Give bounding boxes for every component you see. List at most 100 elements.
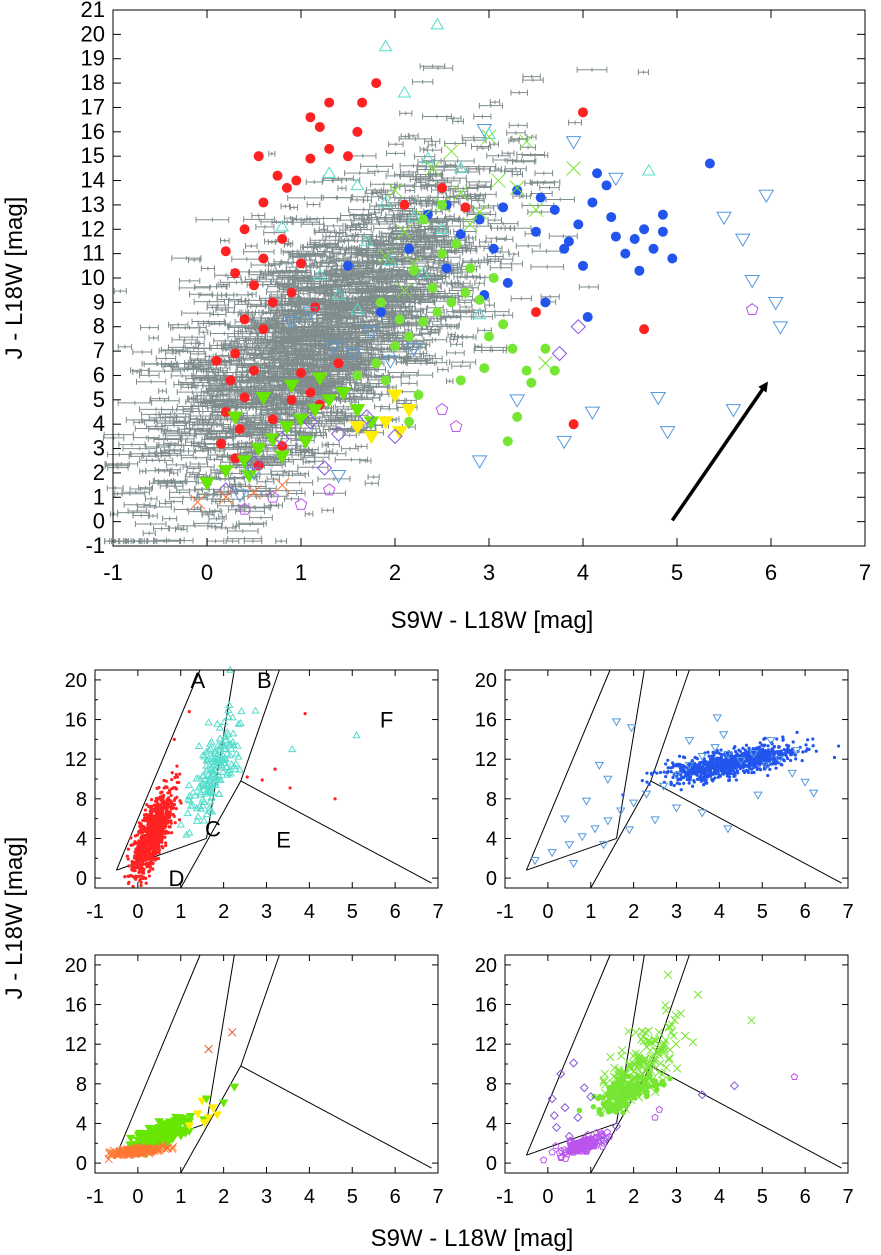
- errorbar-point: [195, 216, 230, 223]
- circle-point: [343, 260, 353, 271]
- dot-point: [774, 766, 778, 770]
- y-tick-label: 2: [93, 460, 105, 485]
- dot-point: [138, 824, 142, 828]
- dot-point: [772, 745, 777, 749]
- errorbar-point: [521, 152, 549, 159]
- dot-point: [768, 767, 772, 772]
- circle-point: [281, 182, 292, 193]
- circle-point: [657, 226, 668, 237]
- errorbar-point: [206, 538, 225, 545]
- dot-point: [147, 874, 151, 878]
- errorbar-point: [534, 170, 554, 177]
- circle-point: [502, 436, 513, 447]
- errorbar-point: [117, 343, 133, 350]
- dot-point: [146, 856, 150, 860]
- x-tick-label: 5: [671, 560, 683, 585]
- y-tick-label: 0: [76, 868, 87, 890]
- errorbar-point: [190, 412, 212, 419]
- dot-point: [666, 758, 670, 762]
- errorbar-point: [270, 471, 284, 478]
- dot-point: [658, 770, 663, 775]
- circle-point: [526, 377, 537, 388]
- dot-point: [157, 786, 161, 790]
- errorbar-point: [325, 233, 353, 240]
- dot-point: [692, 780, 696, 784]
- dot-point: [749, 760, 754, 764]
- circle-point: [249, 365, 259, 376]
- errorbar-point: [506, 129, 526, 136]
- dot-point: [170, 777, 174, 782]
- dot-point: [129, 843, 133, 847]
- region-label: E: [276, 827, 291, 852]
- dot-point: [333, 797, 337, 801]
- dot-point: [791, 740, 795, 744]
- circle-point: [375, 297, 386, 308]
- circle-point: [629, 234, 640, 245]
- dot-point: [706, 750, 710, 754]
- errorbar-point: [215, 524, 237, 531]
- dot-point: [152, 832, 156, 836]
- triangle-down-point: [476, 123, 493, 138]
- dot-point: [734, 778, 738, 782]
- triangle-up-point: [421, 151, 435, 164]
- errorbar-point: [243, 248, 275, 255]
- dot-point: [719, 752, 723, 756]
- dot-point: [141, 867, 145, 871]
- dot-point: [708, 767, 712, 772]
- dot-point: [155, 802, 160, 807]
- dot-point: [716, 766, 720, 770]
- y-tick-label: 4: [76, 828, 87, 850]
- dot-point: [134, 849, 138, 853]
- errorbar-point: [413, 153, 436, 160]
- dot-point: [133, 840, 137, 844]
- dot-point: [126, 847, 130, 851]
- x-tick-label: 7: [432, 901, 443, 923]
- triangle-down-point: [556, 435, 573, 450]
- errorbar-point: [323, 222, 344, 229]
- dot-point: [786, 756, 790, 761]
- circle-point: [230, 348, 241, 359]
- errorbar-point: [207, 523, 223, 530]
- errorbar-point: [231, 338, 239, 345]
- errorbar-point: [267, 239, 276, 246]
- triangle-down-point: [725, 404, 742, 418]
- dot-point: [152, 803, 156, 807]
- dot-point: [126, 857, 130, 861]
- triangle-up-point: [430, 17, 445, 30]
- dot-point: [763, 743, 767, 747]
- triangle-down-point: [671, 804, 682, 813]
- dot-point: [174, 787, 178, 791]
- dot-point: [677, 754, 682, 758]
- circle-point: [239, 224, 250, 235]
- dot-point: [163, 816, 168, 820]
- errorbar-point: [423, 147, 443, 154]
- circle-point: [639, 224, 650, 235]
- circle-point: [498, 202, 509, 213]
- dot-point: [245, 775, 249, 779]
- dot-point: [178, 772, 182, 776]
- dot-point: [164, 779, 168, 783]
- errorbar-point: [462, 223, 491, 230]
- circle-point: [507, 343, 518, 354]
- errorbar-point: [160, 427, 180, 434]
- errorbar-point: [107, 451, 132, 458]
- dot-point: [645, 780, 649, 784]
- circle-point: [465, 263, 476, 274]
- errorbar-point: [189, 356, 206, 363]
- dot-point: [149, 806, 153, 811]
- dot-point: [742, 770, 747, 775]
- errorbar-point: [162, 515, 178, 522]
- dot-point: [733, 758, 738, 763]
- dot-point: [711, 760, 715, 764]
- errorbar-point: [478, 238, 492, 245]
- errorbar-point: [144, 495, 158, 502]
- y-tick-label: 1: [93, 484, 105, 509]
- errorbar-point: [404, 187, 416, 194]
- errorbar-point: [200, 265, 215, 272]
- dot-point: [139, 864, 143, 868]
- triangle-down-point: [577, 833, 587, 842]
- circle-point: [498, 319, 509, 330]
- triangle-up-point: [322, 166, 337, 178]
- errorbar-point: [494, 312, 514, 319]
